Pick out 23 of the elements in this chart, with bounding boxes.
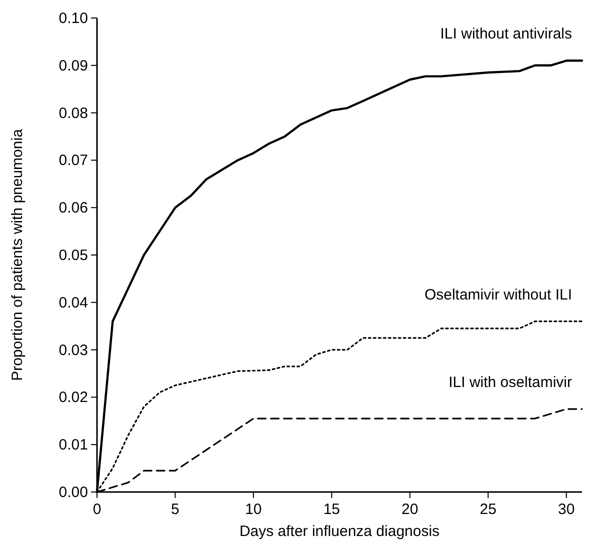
x-tick-label: 30 [558, 501, 575, 518]
x-tick-label: 25 [480, 501, 496, 518]
y-tick-label: 0.02 [58, 389, 88, 406]
y-tick-label: 0.09 [58, 57, 88, 74]
x-tick-label: 10 [245, 501, 262, 518]
y-tick-label: 0.05 [58, 247, 88, 264]
x-tick-label: 0 [92, 501, 102, 518]
x-tick-label: 5 [171, 501, 180, 518]
y-tick-label: 0.08 [58, 104, 88, 122]
y-tick-label: 0.03 [58, 342, 88, 359]
y-tick-label: 0.07 [58, 152, 88, 170]
x-tick-label: 15 [323, 501, 340, 518]
series-label: Oseltamivir without ILI [424, 286, 572, 304]
y-tick-label: 0.00 [58, 484, 88, 501]
x-tick-label: 20 [402, 501, 418, 518]
y-tick-label: 0.01 [58, 436, 88, 454]
series-label: ILI with oseltamivir [448, 374, 572, 392]
y-axis-title: Proportion of patients with pneumonia [9, 128, 26, 381]
y-tick-label: 0.06 [58, 200, 88, 217]
x-axis-title: Days after influenza diagnosis [239, 523, 440, 540]
y-tick-label: 0.10 [58, 10, 88, 27]
series-label: ILI without antivirals [440, 26, 572, 43]
y-tick-label: 0.04 [58, 294, 88, 312]
